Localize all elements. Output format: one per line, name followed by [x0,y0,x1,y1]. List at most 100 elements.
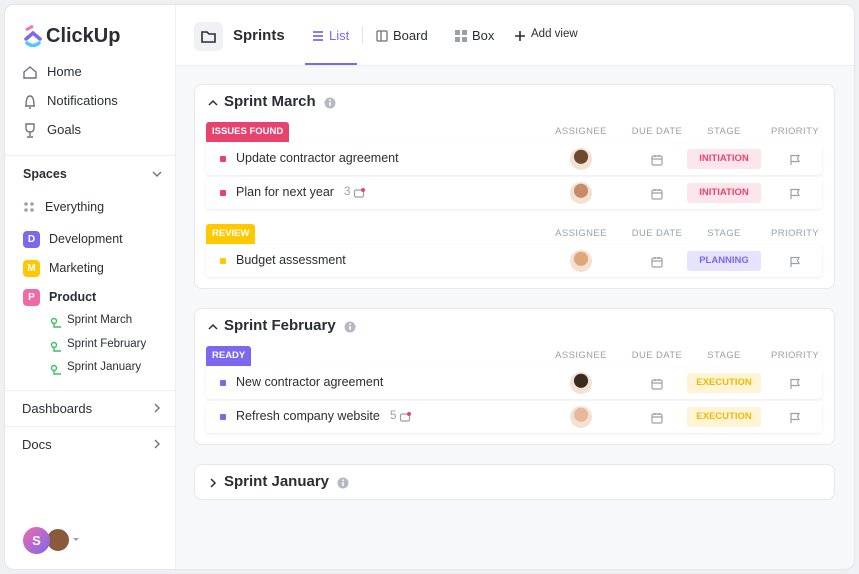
column-header: ASSIGNEE [555,350,607,361]
space-name[interactable]: Development [49,232,123,246]
assignee-avatar[interactable] [570,372,592,394]
sprint-title[interactable]: Sprint March [224,93,316,110]
space-name[interactable]: Marketing [49,261,104,275]
view-tab[interactable]: Box [472,28,495,43]
divider [5,390,176,391]
sprint-card [194,464,835,500]
task-bullet [220,156,226,162]
view-underline [305,63,357,65]
logo-icon [24,25,42,47]
divider [5,426,176,427]
nav-home[interactable]: Home [47,64,82,79]
info-icon [337,476,349,494]
column-header: DUE DATE [631,350,683,361]
sprint-title[interactable]: Sprint February [224,317,336,334]
priority-icon[interactable] [789,255,801,273]
task-name[interactable]: Refresh company website [236,409,380,423]
divider [5,155,176,156]
list-icon [50,316,62,328]
everything[interactable]: Everything [45,200,105,214]
chevron [154,403,160,413]
view-icon [311,29,325,48]
task-count-icon [353,187,365,205]
header-title: Sprints [233,27,285,44]
space-badge: M [23,260,40,277]
priority-icon[interactable] [789,153,801,171]
task-bullet [220,190,226,196]
app-window: ClickUp Home Notifications Goals Spaces … [4,4,855,570]
assignee-avatar[interactable] [570,182,592,204]
due-date-icon[interactable] [651,377,663,395]
stage-pill[interactable]: PLANNING [687,251,761,271]
nav-goals[interactable]: Goals [47,122,81,137]
column-header: STAGE [707,228,741,239]
sprint-title[interactable]: Sprint January [224,473,330,490]
sidebar: ClickUp Home Notifications Goals Spaces … [5,5,176,569]
add-icon [514,29,526,47]
space-name[interactable]: Product [49,290,97,304]
view-separator [362,26,363,44]
assignee-avatar[interactable] [570,406,592,428]
stage-pill[interactable]: INITIATION [687,183,761,203]
task-bullet [220,258,226,264]
priority-icon[interactable] [789,187,801,205]
due-date-icon[interactable] [651,153,663,171]
task-name[interactable]: Update contractor agreement [236,151,399,165]
task-count-icon [399,411,411,429]
task-name[interactable]: Plan for next year [236,185,334,199]
column-header: DUE DATE [631,126,683,137]
folder-button[interactable] [194,22,223,51]
status-badge: READY [206,346,252,366]
everything-icon [24,202,34,212]
list-name[interactable]: Sprint February [67,337,147,350]
priority-icon[interactable] [789,411,801,429]
task-count: 3 [344,186,351,198]
space-badge: D [23,231,40,248]
assignee-avatar[interactable] [570,148,592,170]
column-header: PRIORITY [770,126,820,137]
assignee-avatar[interactable] [570,250,592,272]
view-tab[interactable]: List [329,28,350,43]
column-header: DUE DATE [631,228,683,239]
list-name[interactable]: Sprint March [67,314,133,326]
chevron [154,439,160,449]
info-icon [324,96,336,114]
user-avatar[interactable]: S [23,527,50,554]
docs[interactable]: Docs [22,437,52,452]
due-date-icon[interactable] [651,255,663,273]
collapse-chevron[interactable] [207,320,219,338]
list-icon [50,363,62,375]
due-date-icon[interactable] [651,411,663,429]
task-bullet [220,380,226,386]
stage-pill[interactable]: EXECUTION [687,407,761,427]
task-bullet [220,414,226,420]
list-icon [50,340,62,352]
column-header: ASSIGNEE [555,228,607,239]
collapse-chevron[interactable] [207,476,219,494]
task-name[interactable]: Budget assessment [236,253,346,267]
task-name[interactable]: New contractor agreement [236,375,384,389]
column-header: PRIORITY [770,228,820,239]
view-icon [375,29,389,48]
info-icon [344,320,356,338]
view-tab[interactable]: Board [393,28,428,43]
collapse-chevron[interactable] [207,96,219,114]
space-badge: P [23,289,40,306]
view-icon [454,29,468,48]
add-view[interactable]: Add view [531,28,578,40]
status-badge: ISSUES FOUND [206,122,290,142]
caret [73,538,79,541]
chevron[interactable] [151,169,163,179]
due-date-icon[interactable] [651,187,663,205]
priority-icon[interactable] [789,377,801,395]
list-name[interactable]: Sprint January [67,361,142,373]
column-header: STAGE [707,126,741,137]
stage-pill[interactable]: INITIATION [687,149,761,169]
column-header: PRIORITY [770,350,820,361]
stage-pill[interactable]: EXECUTION [687,373,761,393]
nav-notifications[interactable]: Notifications [47,93,118,108]
dashboards[interactable]: Dashboards [22,401,93,416]
column-header: STAGE [707,350,741,361]
